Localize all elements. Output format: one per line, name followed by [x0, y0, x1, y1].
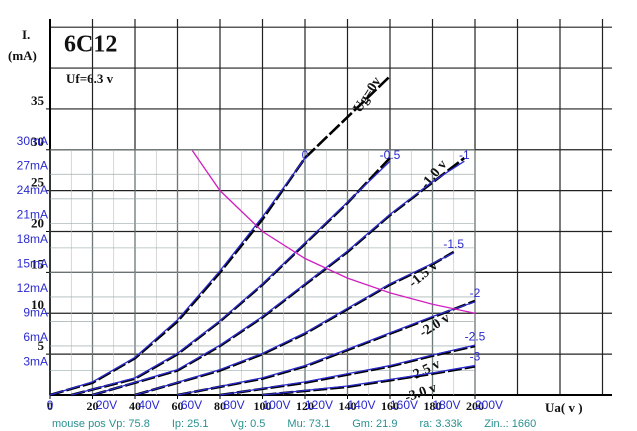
x-tick-label: 180 [424, 399, 442, 413]
overlay-curve-label: -2 [470, 286, 481, 300]
overlay-y-label: 18mA [17, 232, 48, 246]
x-tick-label: 120 [296, 399, 314, 413]
y-tick-label: 5 [38, 338, 45, 353]
overlay-x-label: 40V [138, 398, 159, 412]
overlay-y-label: 6mA [23, 330, 48, 344]
overlay-x-label: 120V [305, 398, 333, 412]
x-tick-label: 160 [381, 399, 399, 413]
overlay-y-label: 21mA [17, 208, 48, 222]
curve-label: -1.0 v [418, 157, 450, 192]
y-label: I. [22, 27, 30, 42]
overlay-curve-label: -2.5 [465, 329, 486, 343]
y-tick-label: 20 [31, 216, 44, 231]
x-tick-label: 100 [254, 399, 272, 413]
status-field: Gm: 21.9 [352, 418, 397, 430]
status-field: ra: 3.33k [419, 418, 462, 430]
overlay-y-label: 12mA [17, 281, 48, 295]
y-tick-label: 25 [31, 175, 45, 190]
overlay-curve [92, 160, 465, 396]
overlay-y-label: 24mA [17, 183, 48, 197]
overlay-y-label: 30mA [17, 134, 48, 148]
overlay-y-label: 3mA [23, 355, 48, 369]
chart-title: 6C12 [64, 32, 117, 58]
x-tick-label: 200 [466, 399, 484, 413]
x-tick-label: 60 [172, 399, 184, 413]
overlay-curve-label: -1 [459, 148, 470, 162]
status-field: Zin..: 1660 [484, 418, 536, 430]
x-tick-label: 80 [214, 399, 226, 413]
overlay-curve [219, 344, 476, 396]
overlay-curve [49, 157, 306, 396]
x-tick-label: 20 [87, 399, 99, 413]
overlay-x-label: 140V [347, 398, 375, 412]
status-field: Vg: 0.5 [231, 418, 266, 430]
overlay-curve-label: 0 [302, 148, 309, 162]
y-tick-label: 30 [31, 134, 44, 149]
x-tick-label: 140 [339, 399, 357, 413]
x-tick-label: 0 [47, 399, 53, 413]
x-label: Ua( v ) [545, 400, 583, 415]
overlay-curve [262, 364, 476, 396]
x-tick-label: 40 [129, 399, 141, 413]
scan-curve [177, 299, 476, 397]
y-unit: (mA) [8, 48, 37, 63]
overlay-curve-label: -1.5 [443, 237, 464, 251]
overlay-curve [71, 160, 391, 396]
overlay-x-label: 100V [262, 398, 290, 412]
overlay-curve-label: -0.5 [380, 148, 401, 162]
overlay-y-label: 27mA [17, 158, 48, 172]
overlay-curve [177, 301, 476, 396]
overlay-x-label: 200V [475, 398, 503, 412]
overlay-x-label: 180V [432, 398, 460, 412]
overlay-y-label: 9mA [23, 306, 48, 320]
overlay-x-label: 20V [96, 398, 117, 412]
y-tick-label: 35 [31, 93, 45, 108]
subtitle: Uf=6.3 v [66, 71, 114, 86]
scan-curve [49, 75, 391, 397]
overlay-x-label: 80V [223, 398, 244, 412]
y-tick-label: 10 [31, 297, 44, 312]
overlay-y-label: 15mA [17, 257, 48, 271]
status-field: mouse pos Vp: 75.8 [52, 418, 150, 430]
scan-curve [70, 157, 391, 397]
dissipation-curve [191, 150, 476, 314]
overlay-curve [134, 252, 455, 396]
status-field: Mu: 73.1 [287, 418, 330, 430]
overlay-curve-label: -3 [470, 350, 481, 364]
scan-curve [219, 344, 476, 397]
y-tick-label: 15 [31, 256, 45, 271]
overlay-x-label: 160V [390, 398, 418, 412]
scan-curve [134, 250, 455, 397]
overlay-x-label: 60V [181, 398, 202, 412]
overlay-x-label: 0 [47, 398, 54, 412]
status-field: Ip: 25.1 [172, 418, 209, 430]
